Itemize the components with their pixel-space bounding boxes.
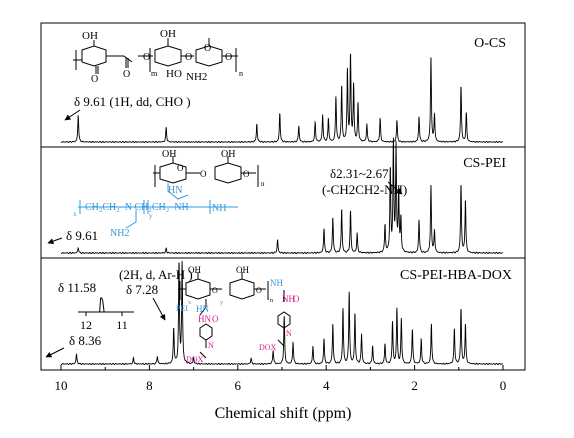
structure-ocs-labels: OH OH O O O O O O HO NH2 m n xyxy=(82,28,243,85)
struct-dox-sub-n: n xyxy=(270,298,273,304)
struct-ocs-oh-2: OH xyxy=(160,28,176,40)
annotation-cs-pei-range: δ2.31~2.67 xyxy=(330,166,389,181)
struct-dox-n-1: N xyxy=(208,341,214,350)
struct-dox-hn-2: HN xyxy=(198,314,211,324)
arrow-dox-8-36 xyxy=(45,347,65,358)
struct-cspei-o-1: O xyxy=(177,163,184,173)
x-tick-label-10: 10 xyxy=(55,378,68,393)
spectrum-trace-1 xyxy=(60,137,504,255)
panel-title-cs-pei-hba-dox: CS-PEI-HBA-DOX xyxy=(400,268,512,283)
structure-cs-pei xyxy=(153,156,259,187)
struct-cspei-sub-x: x xyxy=(73,210,77,218)
x-tick-label-8: 8 xyxy=(146,378,153,393)
inset-11-58: 12 11 xyxy=(78,297,134,332)
x-tick-label-2: 2 xyxy=(411,378,418,393)
struct-ocs-sub-n: n xyxy=(239,69,243,78)
struct-dox-dox-2: DOX xyxy=(259,343,277,352)
struct-dox-o-pink-1: O xyxy=(212,314,219,324)
inset-tick-label-11: 11 xyxy=(116,318,128,332)
panel-title-cs-pei: CS-PEI xyxy=(463,156,506,171)
structure-cs-pei-hba-dox-labels: OH OH O O HN PEI NH HN O O NH N DOX DOX … xyxy=(176,265,300,364)
struct-ocs-o-3: O xyxy=(143,52,150,63)
structure-cs-pei-labels: OH OH O O O HN NH NH2 x y n CH₂CH₂–N CH₂… xyxy=(73,149,265,239)
x-axis-label: Chemical shift (ppm) xyxy=(215,405,352,422)
x-axis: 10 8 6 4 2 0 xyxy=(55,365,507,393)
struct-dox-o-pink-2: O xyxy=(293,294,300,304)
struct-ocs-o-5: O xyxy=(204,43,211,54)
annotation-dox-11-58: δ 11.58 xyxy=(58,280,96,295)
structure-ocs xyxy=(73,38,238,74)
arrow-dox-7-28 xyxy=(152,297,166,321)
annotation-dox-8-36: δ 8.36 xyxy=(69,333,102,348)
struct-ocs-ho: HO xyxy=(166,68,182,80)
struct-cspei-o-2: O xyxy=(200,169,207,179)
x-tick-label-4: 4 xyxy=(323,378,330,393)
spectrum-trace-2 xyxy=(60,260,504,366)
struct-dox-nh-pink: NH xyxy=(282,294,295,304)
spectrum-trace-0 xyxy=(60,53,504,144)
struct-cspei-chain-text: CH₂CH₂–N CH₂CH₂–NH xyxy=(85,202,189,213)
struct-cspei-hn: HN xyxy=(168,185,182,196)
struct-cspei-sub-n: n xyxy=(261,180,265,188)
struct-dox-sub-y: y xyxy=(220,300,223,306)
peak-0-18 xyxy=(430,56,432,58)
struct-dox-dox-1: DOX xyxy=(186,355,204,364)
x-tick-label-0: 0 xyxy=(500,378,507,393)
annotation-dox-7-28: δ 7.28 xyxy=(126,282,158,297)
structure-cs-pei-chain xyxy=(78,183,238,229)
struct-dox-oh-1: OH xyxy=(188,265,201,275)
struct-ocs-nh2: NH2 xyxy=(186,71,207,83)
struct-ocs-o-2: O xyxy=(123,69,130,80)
x-tick-label-6: 6 xyxy=(235,378,242,393)
arrow-ocs-cho xyxy=(64,109,81,121)
struct-cspei-o-3: O xyxy=(243,169,250,179)
struct-cspei-nh2: NH2 xyxy=(110,228,129,239)
struct-dox-nh-top: NH xyxy=(270,278,283,288)
arrow-cs-pei-9-61 xyxy=(47,237,63,245)
structure-cs-pei-hba-dox xyxy=(178,272,291,359)
inset-tick-label-12: 12 xyxy=(80,318,92,332)
struct-ocs-sub-m: m xyxy=(151,69,158,78)
struct-dox-n-2: N xyxy=(286,329,292,338)
spectra-group xyxy=(60,53,504,366)
struct-ocs-o-4: O xyxy=(185,52,192,63)
struct-cspei-nh: NH xyxy=(212,203,226,214)
struct-dox-o-1: O xyxy=(212,286,218,295)
struct-cspei-oh-2: OH xyxy=(221,149,235,160)
struct-ocs-oh-1: OH xyxy=(82,30,98,42)
annotation-cs-pei-group: (-CH2CH2-NH) xyxy=(322,182,407,197)
annotation-dox-arh: (2H, d, Ar-H ) xyxy=(119,267,193,282)
inset-peak xyxy=(97,297,105,313)
annotation-ocs-cho: δ 9.61 (1H, dd, CHO ) xyxy=(74,94,191,109)
struct-dox-sub-x: x xyxy=(188,300,191,306)
plot-frame xyxy=(40,22,526,371)
struct-ocs-o-6: O xyxy=(225,52,232,63)
struct-dox-oh-2: OH xyxy=(236,265,249,275)
struct-dox-pei: PEI xyxy=(176,304,188,313)
annotation-cs-pei-9-61: δ 9.61 xyxy=(66,228,98,243)
panel-title-ocs: O-CS xyxy=(474,36,506,51)
struct-dox-o-2: O xyxy=(256,286,262,295)
struct-cspei-sub-y: y xyxy=(149,212,153,220)
struct-cspei-oh-1: OH xyxy=(162,149,176,160)
struct-dox-hn: HN xyxy=(196,304,209,314)
struct-ocs-o-1: O xyxy=(91,74,98,85)
arrow-cs-pei-range xyxy=(387,181,403,195)
